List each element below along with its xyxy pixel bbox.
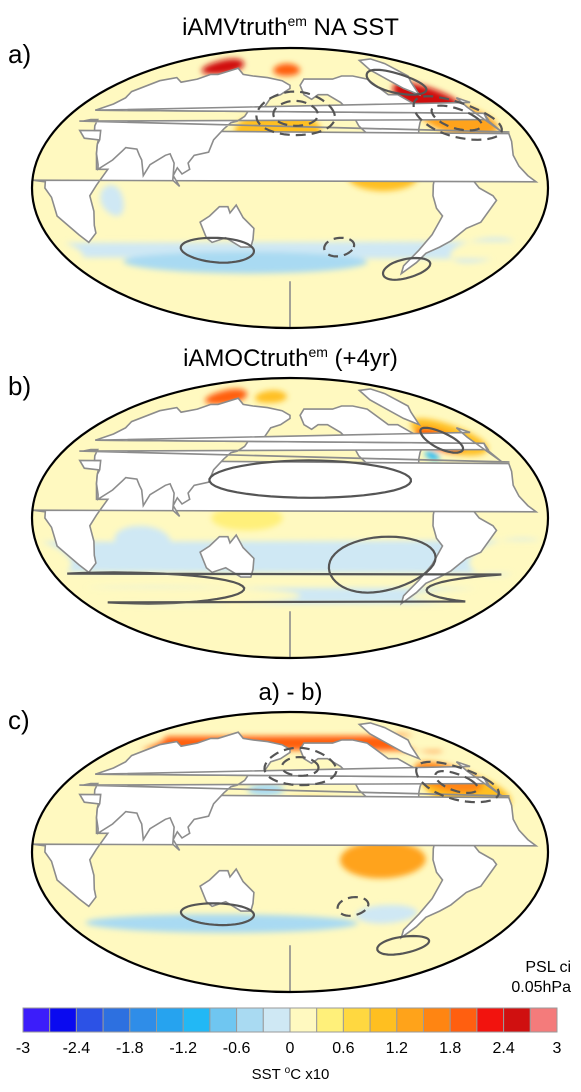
sst-anomaly-patch [114, 525, 172, 557]
psl-contour-negative [336, 895, 370, 917]
panel-a-title: iAMVtruthem NA SST [0, 7, 581, 42]
panel-b-map [30, 376, 550, 660]
panel-a-map [30, 46, 550, 330]
sst-anomaly-patch [425, 451, 440, 461]
panel-a-label: a) [8, 39, 32, 69]
psl-contour-positive [365, 68, 428, 96]
panel-a-title-sup: em [287, 13, 307, 29]
psl-contour-positive [67, 571, 502, 605]
colorbar-tick-label: -1.8 [116, 1040, 144, 1057]
land-western-europe [95, 761, 503, 797]
land-samerica [399, 498, 498, 606]
colorbar-swatch [342, 1007, 371, 1033]
sst-colorbar [22, 1007, 558, 1033]
psl-contour-negative [434, 769, 479, 795]
psl-contour-interval-label: PSL ci 0.05hPa [511, 958, 571, 998]
colorbar-swatch [49, 1007, 77, 1033]
panel-b-title-main: iAMOCtruth [183, 345, 309, 372]
panel-a-title-main: iAMVtruth [182, 14, 288, 41]
sst-anomaly-patch [100, 184, 124, 216]
map-outline [30, 710, 550, 994]
sst-anomaly-patch [254, 390, 287, 403]
colorbar-swatch [262, 1007, 291, 1033]
colorbar-tick-label: -3 [15, 1040, 31, 1057]
land-samerica [399, 168, 498, 276]
land-greenland [357, 58, 422, 97]
colorbar-swatch [22, 1007, 51, 1033]
colorbar-tick-label: 0.6 [332, 1040, 355, 1057]
psl-contour-negative [255, 90, 337, 137]
colorbar-swatch [75, 1007, 104, 1033]
panel-b-title-sup: em [308, 344, 328, 360]
psl-contour-positive [376, 934, 431, 956]
sst-anomaly-patch [340, 841, 426, 879]
colorbar-swatch [129, 1007, 158, 1033]
sst-anomaly-patch [123, 251, 368, 274]
land-greenland [357, 388, 422, 427]
colorbar-swatch [529, 1007, 558, 1033]
land-eurasia [79, 731, 510, 851]
psl-contour-negative [323, 236, 356, 258]
colorbar-swatch [156, 1007, 184, 1033]
colorbar-swatch [182, 1007, 211, 1033]
land-australia [199, 533, 255, 578]
psl-contour-positive [419, 426, 465, 454]
colorbar-swatch [396, 1007, 424, 1033]
colorbar-swatch [209, 1007, 238, 1033]
panel-c-map [30, 710, 550, 994]
colorbar-tick-label: 1.2 [385, 1040, 408, 1057]
land-eurasia [79, 67, 510, 187]
sst-anomaly-patch [356, 904, 418, 924]
land-western-europe [95, 97, 503, 133]
psl-contour-negative [430, 104, 483, 132]
colorbar-label-prefix: SST [251, 1066, 285, 1083]
land-australia [199, 203, 255, 248]
sst-anomaly-patch [211, 505, 283, 531]
panel-b-title-tail: (+4yr) [327, 345, 398, 372]
panel-c-title: a) - b) [0, 672, 581, 707]
colorbar-tick-label: -2.4 [62, 1040, 91, 1057]
panel-a-title-tail: NA SST [306, 14, 399, 41]
panel-b-label: b) [8, 371, 32, 401]
colorbar-tick-label: -0.6 [222, 1040, 251, 1057]
colorbar-swatch [449, 1007, 478, 1033]
colorbar-tick-label: 3 [552, 1040, 562, 1057]
sst-anomaly-patch [273, 63, 300, 76]
colorbar-tick-label: 2.4 [492, 1040, 515, 1057]
psl-contour-negative [412, 95, 503, 141]
colorbar-swatch [236, 1007, 264, 1033]
land-greenland [357, 722, 422, 761]
colorbar-swatch [102, 1007, 131, 1033]
colorbar-tick-label: 1.8 [439, 1040, 462, 1057]
psl-contour-negative [272, 99, 320, 127]
panel-b-title: iAMOCtruthem (+4yr) [0, 338, 581, 373]
colorbar-swatch [369, 1007, 398, 1033]
psl-contour-positive [381, 256, 432, 281]
colorbar-swatch [289, 1007, 318, 1033]
colorbar-label: SST oC x10 [0, 1065, 581, 1083]
psl-contour-positive [179, 236, 255, 264]
colorbar-label-sup: o [284, 1065, 291, 1076]
psl-contour-positive [208, 459, 413, 499]
psl-contour-positive [179, 902, 255, 927]
colorbar-swatch [476, 1007, 505, 1033]
panel-c-title-main: a) - b) [258, 679, 323, 706]
colorbar-tick-label: -1.2 [169, 1040, 197, 1057]
colorbar-swatch [423, 1007, 451, 1033]
psl-contour-negative [263, 746, 338, 787]
land-western-europe [95, 427, 503, 463]
colorbar-swatch [316, 1007, 344, 1033]
map-outline [30, 46, 550, 330]
colorbar-swatch [503, 1007, 531, 1033]
land-eurasia [79, 397, 510, 517]
map-outline [30, 376, 550, 660]
psl-label-line1: PSL ci [525, 959, 571, 976]
land-samerica [399, 832, 498, 940]
panel-c-label: c) [8, 705, 30, 735]
sst-anomaly-patch [85, 914, 358, 933]
colorbar-label-suffix: C x10 [290, 1066, 330, 1083]
psl-label-line2: 0.05hPa [511, 979, 571, 996]
colorbar-tick-label: 0 [285, 1040, 295, 1057]
psl-contour-positive [327, 535, 437, 594]
